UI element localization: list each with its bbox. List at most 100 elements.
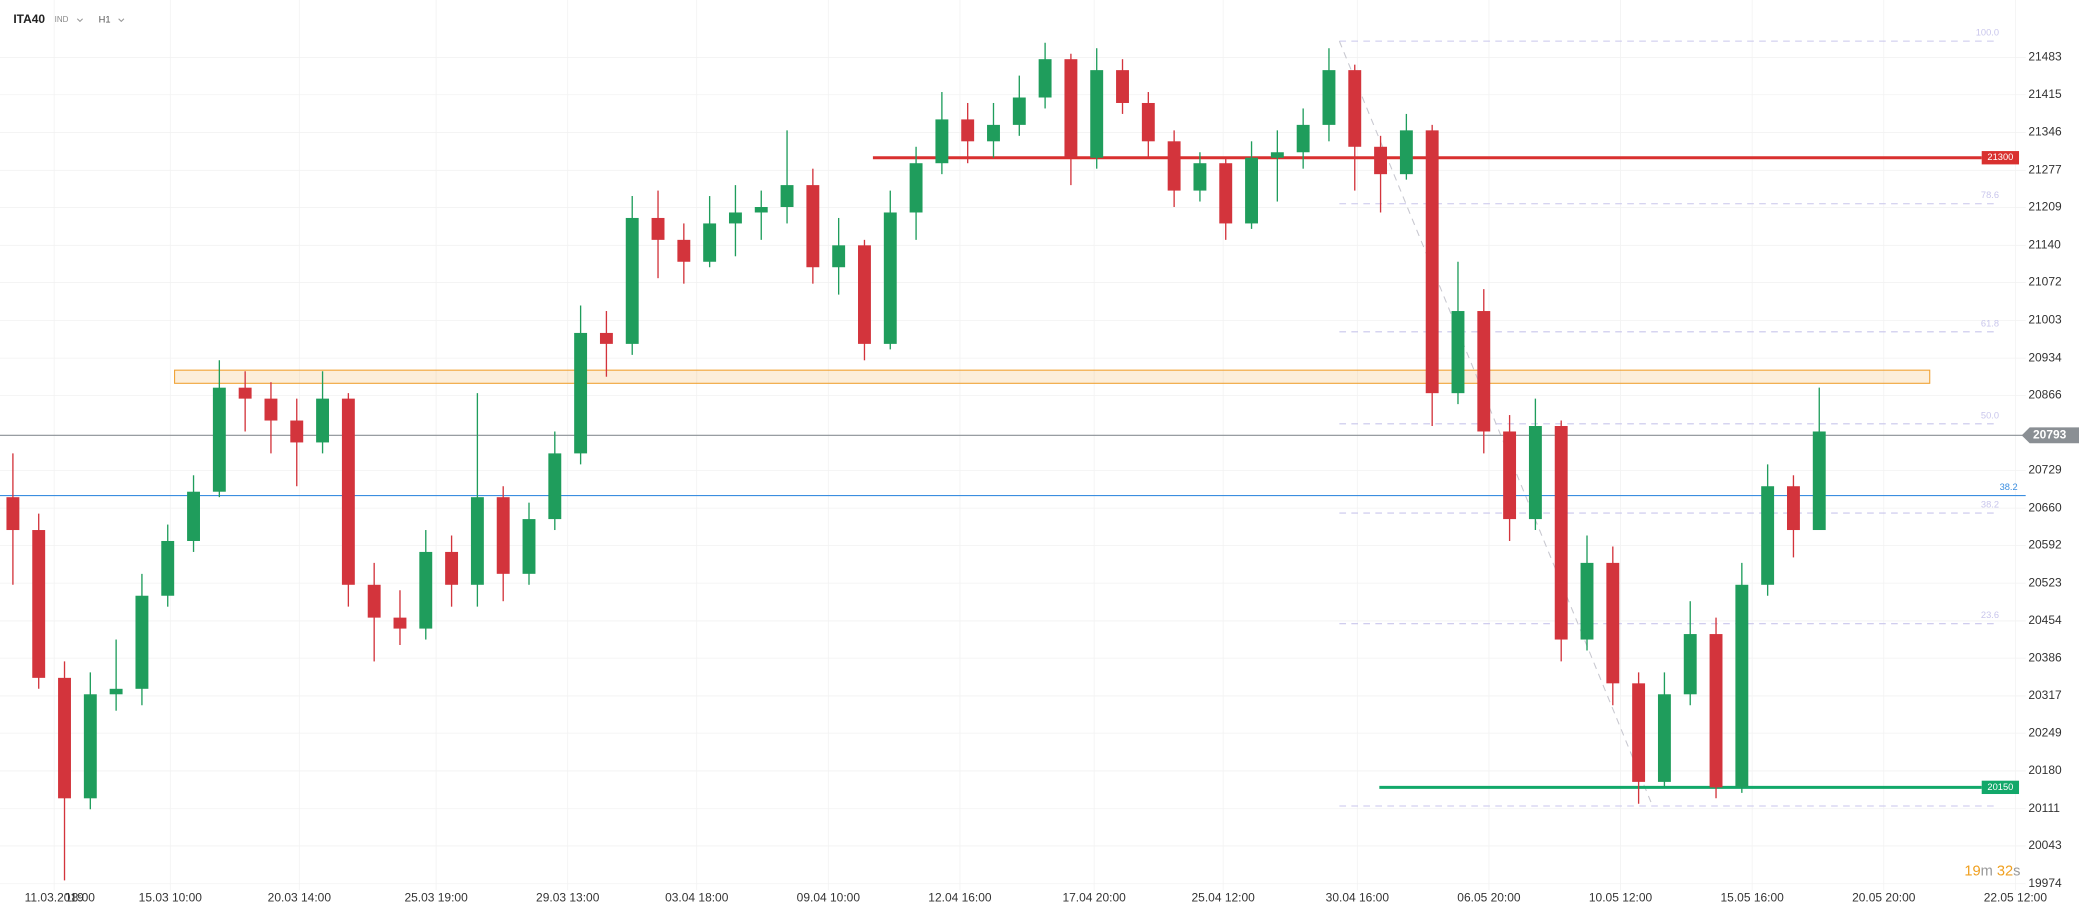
candle-body (574, 332, 588, 454)
candle-body (1786, 486, 1800, 531)
candle-body (1245, 157, 1258, 224)
fib-trend (1338, 40, 1654, 807)
countdown-part: s (2013, 864, 2020, 880)
y-tick-label: 21277 (2028, 162, 2062, 176)
candle-body (419, 551, 433, 629)
y-tick-label: 21072 (2028, 275, 2062, 289)
candles (6, 42, 1826, 881)
countdown-part: 19 (1964, 864, 1980, 880)
y-tick-label: 21140 (2028, 238, 2061, 252)
resistance-zone (174, 369, 1931, 384)
candle-body (1348, 70, 1362, 147)
candle-body (651, 217, 665, 240)
x-tick-label: 09.04 10:00 (797, 890, 861, 904)
candle-body (1090, 70, 1104, 158)
candle-body (341, 398, 355, 585)
candle-body (264, 398, 278, 421)
y-tick-label: 20934 (2028, 350, 2062, 364)
x-tick-label: 25.04 12:00 (1192, 890, 1256, 904)
overlays: 100.0 78.6 61.8 50.0 38.2 23.6 38.2 (0, 28, 2026, 807)
symbol[interactable]: ITA40 (13, 12, 45, 26)
y-tick-label: 21209 (2028, 200, 2062, 214)
y-tick-label: 20317 (2028, 688, 2062, 702)
candle-body (677, 239, 691, 262)
last-price-tag (2021, 427, 2079, 444)
candle-body (1012, 97, 1026, 125)
candle-body (1709, 634, 1723, 788)
candle-body (393, 617, 407, 629)
candle-body (470, 497, 484, 585)
candle-body (290, 420, 304, 443)
candle-body (987, 124, 1000, 142)
candle-body (1116, 70, 1129, 103)
y-tick-label: 20866 (2028, 388, 2062, 402)
x-tick-label: 22.05 12:00 (1984, 890, 2048, 904)
y-tick-label: 20660 (2028, 500, 2062, 514)
support-line-tag-label: 20150 (1987, 782, 2013, 792)
candle-body (1141, 102, 1155, 142)
market[interactable]: IND (55, 15, 69, 24)
x-tick-label: 20.05 20:00 (1852, 890, 1916, 904)
candle-body (58, 677, 71, 799)
candle-body (754, 207, 768, 213)
candle-body (806, 185, 820, 268)
candle-body (1606, 562, 1620, 684)
countdown: 19m 32s (1964, 864, 2020, 880)
candle-body (238, 387, 252, 399)
last-price-label: 20793 (2033, 427, 2067, 441)
y-tick-label: 20111 (2028, 801, 2060, 815)
candle-body (1270, 152, 1284, 158)
fib-label: 50.0 (1981, 410, 1999, 420)
candle-body (83, 694, 97, 799)
x-tick-label: 18:00 (65, 890, 95, 904)
candle-body (1683, 634, 1697, 695)
y-tick-label: 20729 (2028, 463, 2062, 477)
x-tick-label: 06.05 20:00 (1457, 890, 1521, 904)
horizontal-line-label: 38.2 (2000, 482, 2018, 492)
candle-body (109, 688, 123, 695)
candle-body (858, 245, 871, 344)
resistance-line-tag (1981, 151, 2020, 165)
candle-body (161, 540, 175, 596)
candle-body (935, 119, 949, 164)
interval[interactable]: H1 (99, 15, 111, 25)
candle-body (316, 398, 330, 443)
x-tick-label: 03.04 18:00 (665, 890, 729, 904)
candle-body (32, 530, 46, 678)
candle-body (496, 497, 510, 574)
candle-body (1399, 130, 1413, 175)
grid (0, 0, 2026, 891)
candle-body (1528, 426, 1542, 520)
x-tick-label: 25.03 19:00 (404, 890, 468, 904)
dropdown-caret[interactable] (118, 18, 125, 23)
y-tick-label: 19974 (2028, 876, 2062, 890)
candle-body (1064, 59, 1078, 158)
x-tick-label: 20.03 14:00 (268, 890, 332, 904)
fib-label: 100.0 (1976, 28, 1999, 38)
candle-body (1503, 431, 1517, 520)
countdown-part: 32 (1997, 864, 2013, 880)
x-tick-label: 10.05 12:00 (1589, 890, 1653, 904)
candle-body (187, 491, 200, 541)
y-tick-label: 21346 (2028, 125, 2062, 139)
candle-body (6, 497, 20, 531)
y-tick-label: 20592 (2028, 538, 2062, 552)
dropdown-caret[interactable] (76, 18, 84, 23)
y-tick-label: 20454 (2028, 613, 2062, 627)
candle-body (883, 212, 897, 344)
x-tick-label: 15.05 16:00 (1721, 890, 1785, 904)
x-tick-label: 17.04 20:00 (1062, 890, 1126, 904)
candle-body (1193, 163, 1207, 191)
candle-body (367, 584, 381, 618)
support-line-tag (1981, 780, 2020, 795)
candle-body (780, 185, 794, 208)
candle-body (599, 332, 613, 344)
candle-body (1761, 486, 1775, 585)
candle-body (728, 212, 742, 224)
labels: 21483 21415 21346 21277 21209 21140 21072 21003… (25, 50, 2079, 904)
fib-label: 61.8 (1981, 318, 1999, 328)
candle-body (1296, 124, 1310, 153)
candle-body (1322, 70, 1336, 125)
